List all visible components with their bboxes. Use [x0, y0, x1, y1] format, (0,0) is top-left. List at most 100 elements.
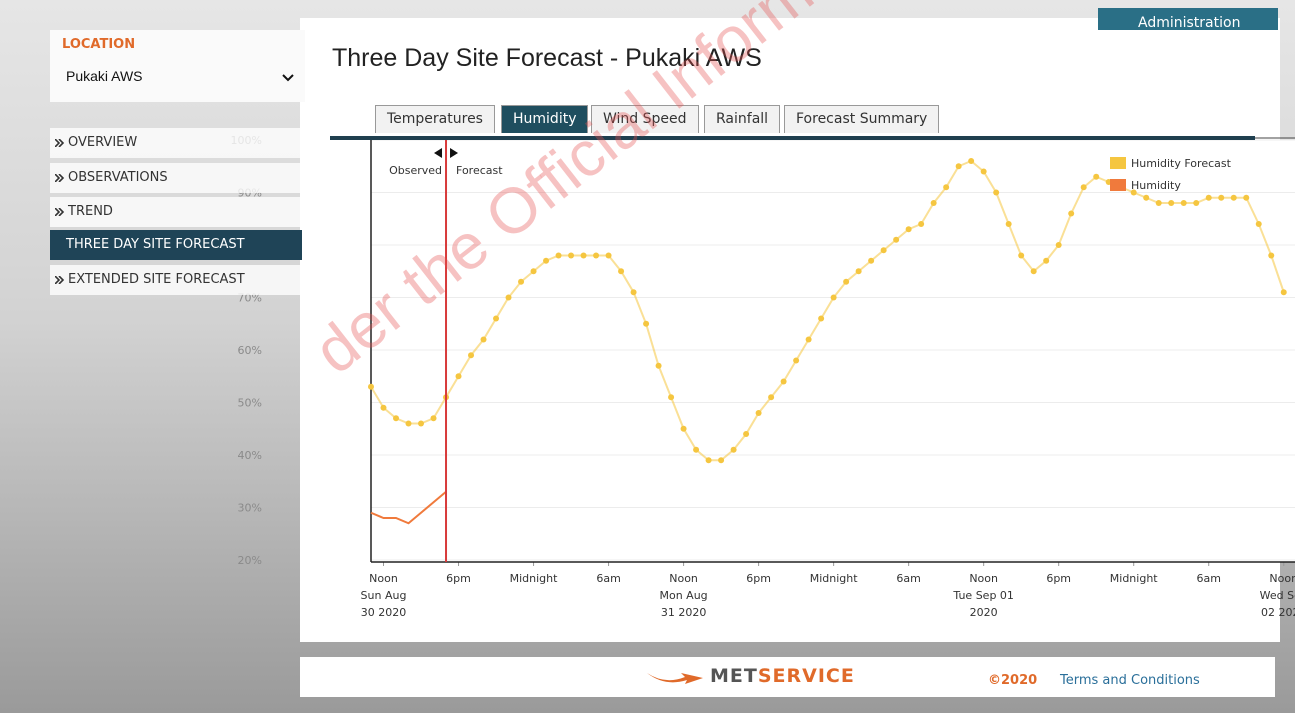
data-point	[768, 394, 775, 401]
data-point	[705, 457, 712, 464]
data-point	[393, 415, 400, 422]
data-point	[580, 252, 587, 259]
x-tick-label: 6pm	[446, 572, 471, 585]
admin-button[interactable]: Administration	[1098, 8, 1278, 30]
x-tick-label: Midnight	[810, 572, 859, 585]
menu-item[interactable]: OVERVIEW	[50, 128, 302, 158]
annotation: Observed	[389, 164, 442, 177]
data-point	[505, 294, 512, 301]
location-select[interactable]: Pukaki AWS	[66, 68, 143, 84]
legend-swatch	[1110, 179, 1126, 191]
data-point	[1018, 252, 1025, 259]
chevron-icon	[55, 174, 65, 182]
tab[interactable]: Forecast Summary	[784, 105, 940, 133]
data-point	[1230, 194, 1237, 201]
data-point	[868, 257, 875, 264]
y-tick-label: 60%	[238, 344, 262, 357]
data-point	[530, 268, 537, 275]
data-point	[855, 268, 862, 275]
data-point	[568, 252, 575, 259]
data-point	[980, 168, 987, 175]
tab[interactable]: Temperatures	[375, 105, 495, 133]
data-point	[1218, 194, 1225, 201]
data-point	[1068, 210, 1075, 217]
data-point	[1055, 242, 1062, 248]
data-point	[468, 352, 475, 359]
data-point	[993, 189, 1000, 196]
dropdown-caret	[282, 74, 294, 82]
tab[interactable]: Humidity	[501, 105, 589, 133]
data-point	[1155, 200, 1162, 206]
data-point	[1193, 200, 1200, 206]
logo: METSERVICE	[710, 665, 855, 687]
data-point	[418, 420, 425, 427]
data-point	[1005, 221, 1012, 227]
x-tick-label: Noon Mon Aug 31 2020	[659, 572, 707, 619]
data-point	[1255, 221, 1262, 227]
data-point	[955, 163, 962, 170]
data-point	[905, 226, 912, 233]
data-point	[893, 236, 900, 243]
menu-item[interactable]: OBSERVATIONS	[50, 163, 302, 193]
data-point	[1205, 194, 1212, 201]
chevron-icon	[55, 276, 65, 284]
copyright: ©2020	[988, 673, 1038, 688]
x-tick-label: 6am	[596, 572, 620, 585]
data-point	[430, 415, 437, 422]
data-point	[1043, 257, 1050, 264]
x-tick-label: Midnight	[1110, 572, 1159, 585]
data-point	[718, 457, 725, 464]
logo-icon	[647, 673, 703, 684]
data-point	[1030, 268, 1037, 275]
terms-link[interactable]: Terms and Conditions	[1060, 673, 1200, 688]
data-point	[830, 294, 837, 301]
x-tick-label: Midnight	[510, 572, 559, 585]
y-tick-label: 20%	[238, 554, 262, 567]
x-tick-label: Noon Sun Aug 30 2020	[361, 572, 407, 619]
data-point	[1143, 194, 1150, 201]
data-point	[743, 431, 750, 437]
data-point	[793, 357, 800, 364]
data-point	[455, 373, 462, 380]
series-line	[370, 490, 447, 525]
x-tick-label: 6pm	[746, 572, 771, 585]
menu-item[interactable]: THREE DAY SITE FORECAST	[50, 230, 302, 260]
arrow-icon	[434, 148, 459, 158]
data-point	[755, 410, 762, 416]
data-point	[518, 278, 525, 285]
tab[interactable]: Wind Speed	[591, 105, 699, 133]
data-point	[618, 268, 625, 275]
menu-item[interactable]: EXTENDED SITE FORECAST	[50, 265, 302, 295]
legend-label: Humidity	[1131, 179, 1181, 192]
data-point	[493, 315, 500, 322]
data-point	[918, 221, 925, 227]
menu-item[interactable]: TREND	[50, 197, 302, 227]
footer: METSERVICE ©2020 Terms and Conditions	[300, 657, 1275, 697]
y-tick-label: 40%	[238, 449, 262, 462]
data-point	[655, 362, 662, 369]
x-tick-label: 6am	[896, 572, 920, 585]
chevron-icon	[55, 208, 65, 216]
data-point	[693, 446, 700, 453]
data-point	[368, 383, 374, 390]
location-label: LOCATION	[62, 37, 136, 52]
tab[interactable]: Rainfall	[704, 105, 781, 133]
x-tick-label: 6am	[1196, 572, 1220, 585]
data-point	[730, 446, 737, 453]
data-point	[1080, 184, 1087, 191]
tab-bar: Temperatures Humidity Wind Speed Rainfall Fo…	[330, 100, 1255, 140]
data-point	[543, 257, 550, 264]
data-point	[593, 252, 600, 259]
chevron-icon	[55, 139, 65, 147]
data-point	[943, 184, 950, 191]
data-point	[605, 252, 612, 259]
page-title: Three Day Site Forecast - Pukaki AWS	[332, 44, 762, 72]
data-point	[480, 336, 487, 343]
data-point	[818, 315, 825, 322]
data-point	[968, 158, 975, 164]
data-point	[805, 336, 812, 343]
data-point	[1180, 200, 1187, 206]
data-point	[555, 252, 562, 259]
data-point	[1093, 173, 1100, 180]
